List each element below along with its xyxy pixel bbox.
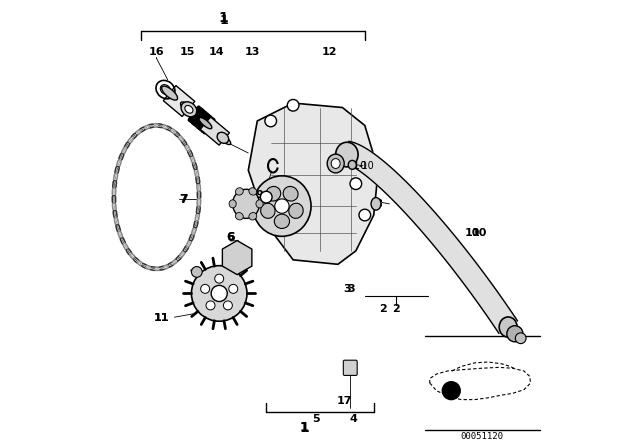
Ellipse shape — [348, 160, 356, 169]
Ellipse shape — [289, 203, 303, 218]
Text: 1: 1 — [300, 421, 309, 435]
Ellipse shape — [199, 117, 212, 129]
Ellipse shape — [249, 188, 257, 195]
Circle shape — [215, 274, 224, 283]
Circle shape — [287, 99, 299, 111]
Ellipse shape — [283, 186, 298, 201]
Polygon shape — [345, 141, 518, 333]
Circle shape — [223, 301, 232, 310]
Circle shape — [507, 326, 523, 342]
Ellipse shape — [233, 189, 260, 218]
Circle shape — [359, 209, 371, 221]
Ellipse shape — [162, 86, 177, 100]
Text: 11: 11 — [153, 313, 169, 323]
Ellipse shape — [256, 200, 263, 208]
Text: 9: 9 — [255, 190, 264, 200]
Text: 15: 15 — [180, 47, 196, 56]
Circle shape — [191, 267, 202, 277]
Polygon shape — [222, 241, 252, 275]
Text: 11: 11 — [153, 313, 169, 323]
Text: 9: 9 — [255, 190, 264, 200]
Ellipse shape — [180, 102, 196, 116]
Text: 1: 1 — [300, 421, 308, 435]
Ellipse shape — [327, 154, 344, 173]
Ellipse shape — [236, 188, 243, 195]
Text: 8: 8 — [374, 199, 382, 209]
FancyBboxPatch shape — [343, 360, 357, 375]
Circle shape — [206, 301, 215, 310]
Circle shape — [201, 284, 210, 293]
Polygon shape — [200, 117, 230, 145]
Text: 16: 16 — [148, 47, 164, 56]
Text: 12: 12 — [321, 47, 337, 56]
Text: 14: 14 — [209, 47, 225, 56]
Text: 5: 5 — [312, 414, 319, 424]
Ellipse shape — [275, 214, 289, 228]
Ellipse shape — [218, 134, 231, 145]
Text: 3: 3 — [348, 284, 355, 294]
Text: -10: -10 — [349, 161, 367, 171]
Text: 3: 3 — [343, 284, 351, 294]
Text: 7: 7 — [179, 194, 188, 204]
Circle shape — [211, 285, 227, 302]
Ellipse shape — [236, 212, 243, 220]
Ellipse shape — [249, 212, 257, 220]
Text: 00051120: 00051120 — [461, 432, 504, 441]
Polygon shape — [248, 103, 378, 264]
Text: 17: 17 — [337, 396, 353, 406]
Polygon shape — [163, 86, 195, 116]
Text: 7: 7 — [179, 193, 188, 206]
Text: 1: 1 — [219, 11, 228, 25]
Ellipse shape — [181, 102, 196, 117]
Circle shape — [350, 178, 362, 190]
Text: 4: 4 — [349, 414, 358, 424]
Circle shape — [275, 199, 289, 213]
Circle shape — [265, 115, 276, 127]
Text: 2: 2 — [392, 304, 400, 314]
Ellipse shape — [332, 159, 340, 168]
Ellipse shape — [185, 105, 193, 113]
Text: 8: 8 — [374, 199, 382, 209]
Ellipse shape — [229, 200, 236, 208]
Text: 13: 13 — [245, 47, 260, 56]
Text: 10: 10 — [471, 228, 487, 238]
Ellipse shape — [260, 203, 275, 218]
Circle shape — [515, 333, 526, 344]
Text: 2: 2 — [379, 304, 387, 314]
Ellipse shape — [499, 317, 517, 337]
Text: 10: 10 — [465, 228, 480, 238]
Ellipse shape — [217, 132, 228, 143]
Ellipse shape — [336, 142, 358, 167]
Ellipse shape — [371, 198, 381, 210]
Ellipse shape — [253, 176, 311, 237]
Text: -10: -10 — [358, 161, 374, 171]
Text: 6: 6 — [227, 233, 234, 242]
Circle shape — [260, 191, 272, 203]
Ellipse shape — [266, 186, 281, 201]
Text: 6: 6 — [226, 231, 235, 244]
Circle shape — [442, 382, 460, 400]
Circle shape — [191, 266, 247, 321]
Text: 1: 1 — [220, 13, 228, 27]
Circle shape — [228, 284, 237, 293]
